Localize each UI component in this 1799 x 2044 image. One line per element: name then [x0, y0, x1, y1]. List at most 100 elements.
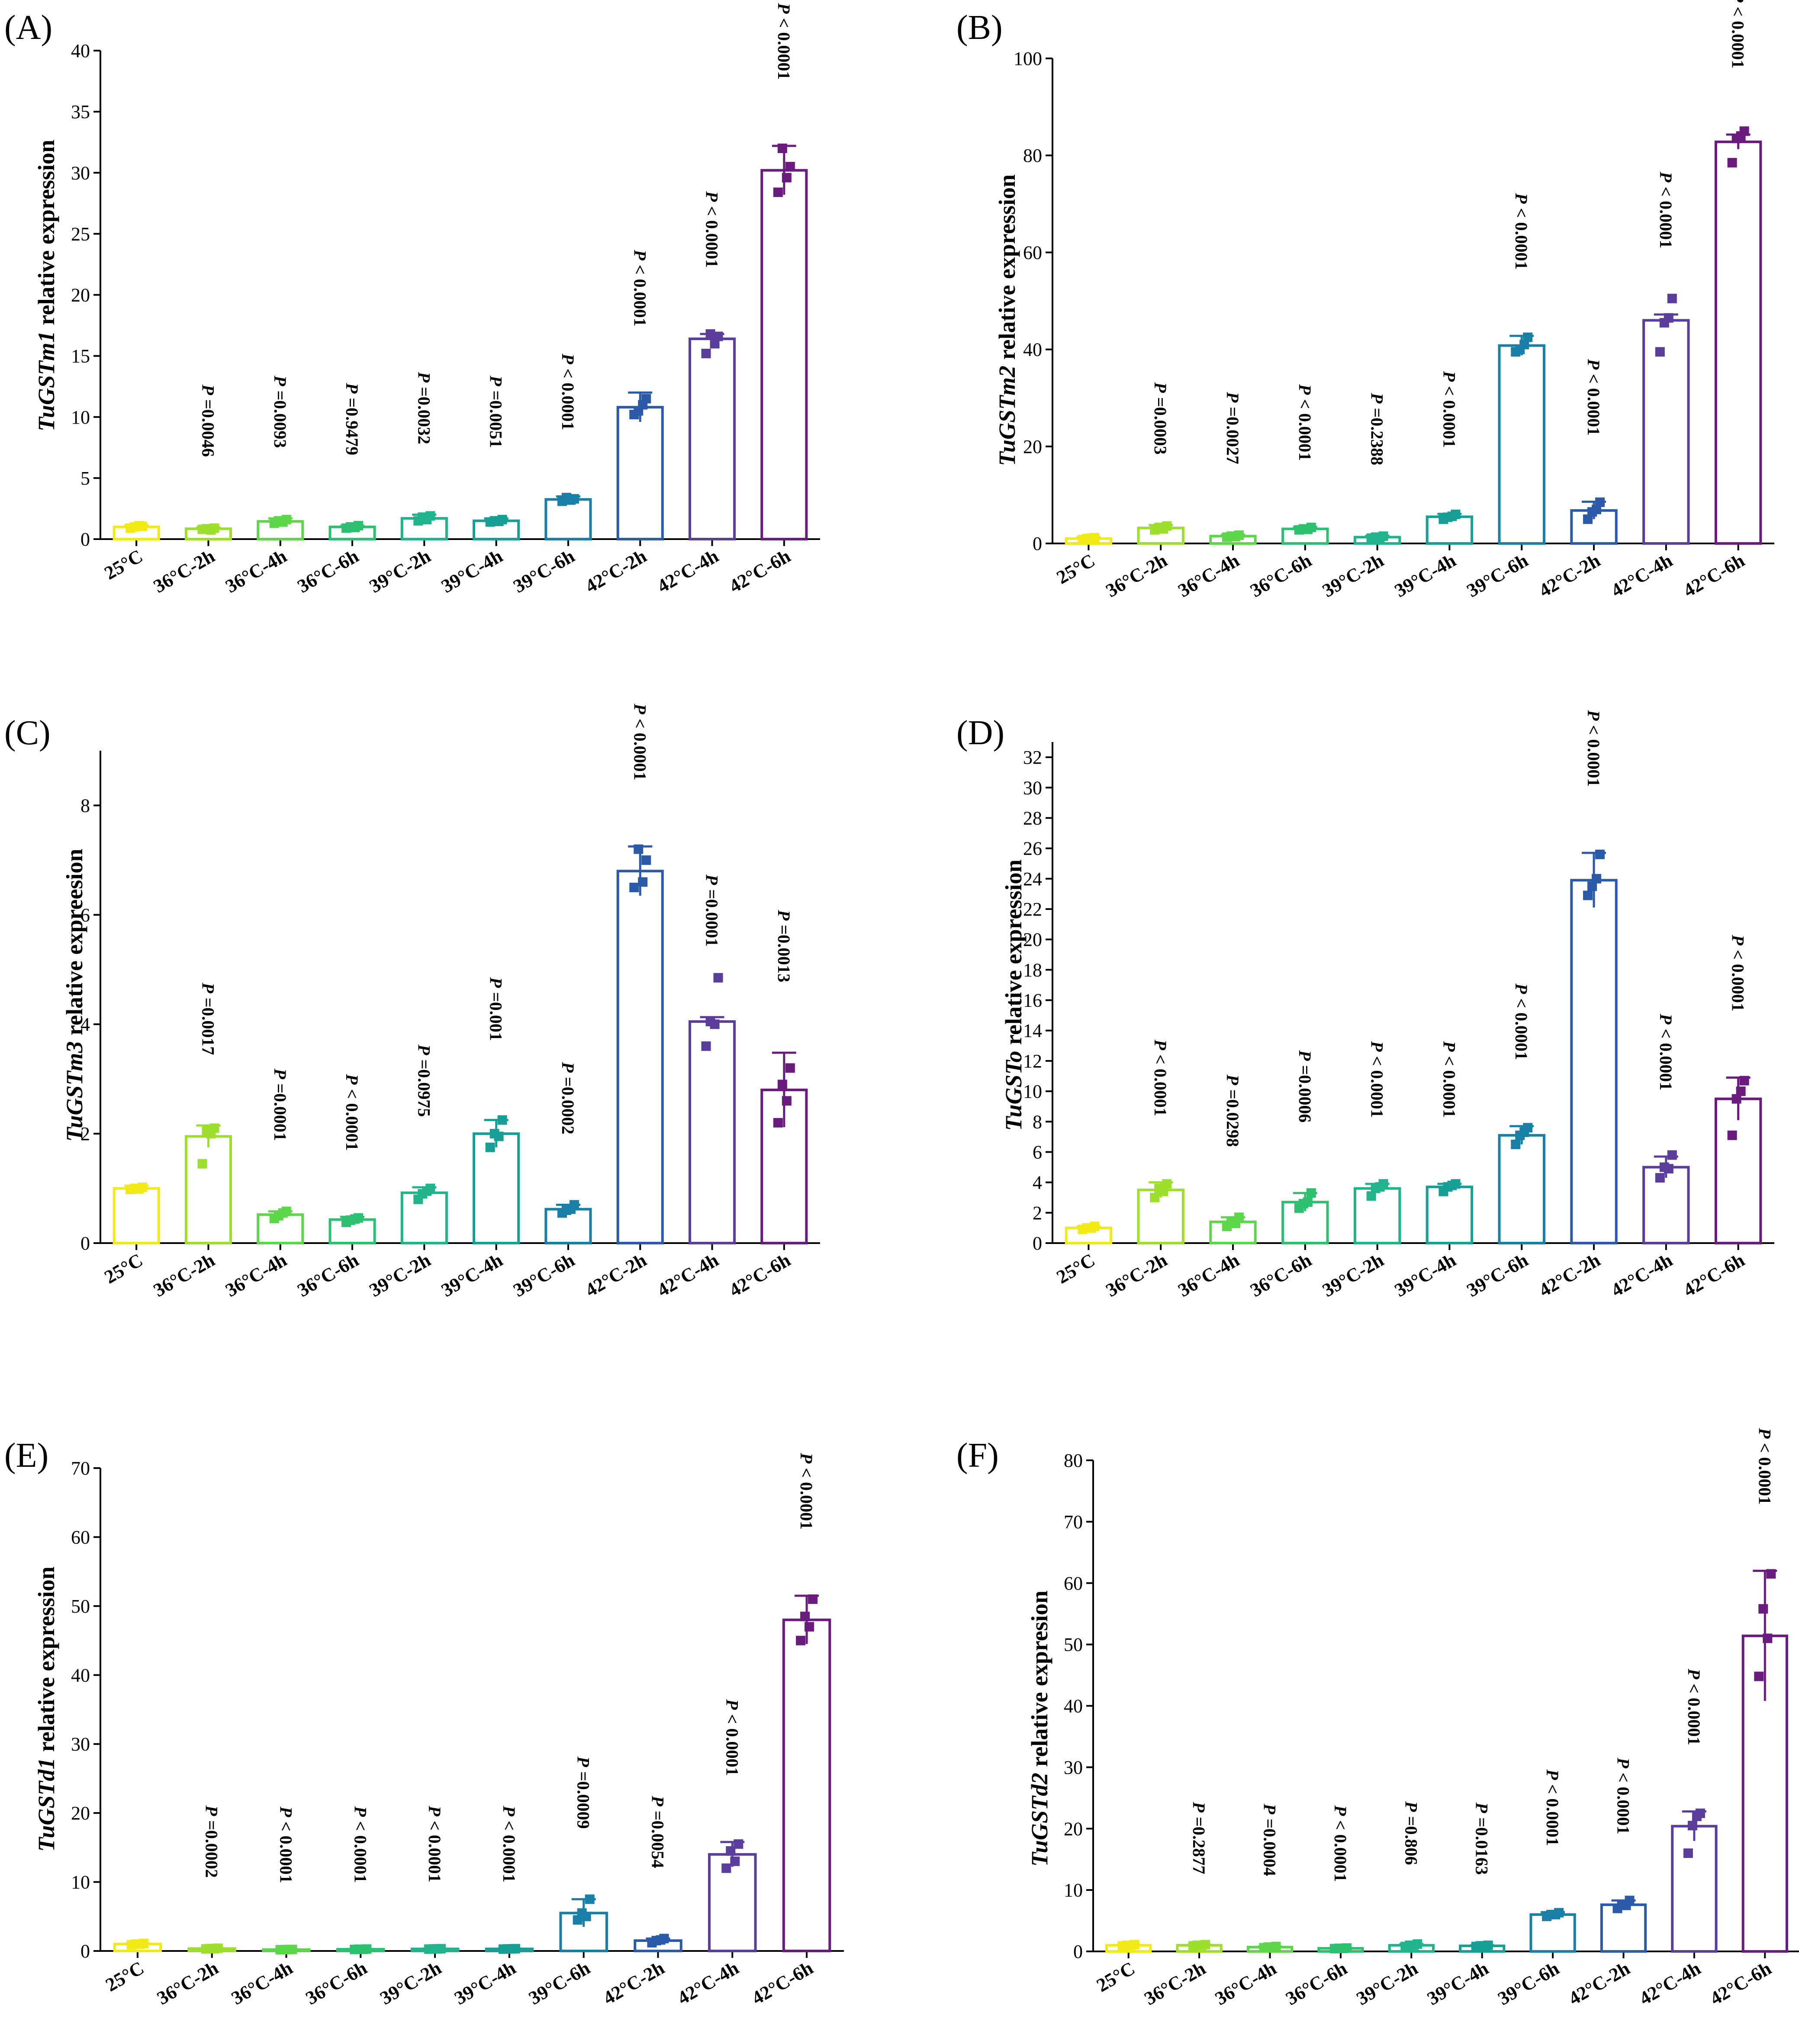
category-label: 42°C-6h: [1706, 1957, 1775, 2009]
y-tick-label: 10: [71, 407, 90, 428]
p-value-text: =0.0298: [1223, 1085, 1242, 1147]
category-label: 42°C-6h: [726, 1249, 794, 1301]
category-label: 36°C-4h: [222, 1249, 290, 1301]
category-label: 42°C-4h: [1636, 1957, 1704, 2009]
p-symbol: P: [351, 1806, 370, 1817]
p-symbol: P: [630, 703, 650, 714]
y-tick-label: 2: [80, 1123, 90, 1144]
p-value-text: =0.0004: [1260, 1814, 1280, 1876]
p-symbol: P: [486, 977, 506, 988]
data-point: [1126, 1940, 1136, 1950]
data-point: [278, 517, 288, 527]
data-point: [713, 331, 723, 341]
category-label: 39°C-4h: [438, 1249, 506, 1301]
data-point: [1366, 1191, 1376, 1201]
data-point: [1197, 1940, 1207, 1950]
p-value-text: < 0.0001: [797, 1463, 816, 1530]
y-tick-label: 20: [71, 285, 90, 306]
category-label: 36°C-2h: [150, 1249, 218, 1301]
bar: [1600, 1903, 1647, 1953]
p-value-label: P < 0.0001: [774, 3, 794, 80]
data-point: [785, 162, 795, 172]
panel-D: (D) TuGSTo relative expression 024681012…: [956, 710, 1774, 1301]
p-value-text: < 0.0001: [1656, 1024, 1676, 1090]
data-point: [206, 1129, 216, 1139]
bar: [1642, 319, 1690, 545]
category-label: 36°C-4h: [228, 1957, 296, 2009]
p-value-text: =0.0051: [486, 386, 506, 448]
y-tick-label: 0: [80, 1941, 90, 1962]
y-axis-title: TuGSTm1 relative expression: [33, 140, 59, 431]
bar: [1642, 1166, 1690, 1244]
p-value-text: =0.0001: [702, 885, 722, 947]
p-value-text: =0.0002: [558, 1073, 578, 1134]
bar: [760, 169, 808, 541]
data-point: [1150, 1192, 1160, 1202]
p-value-label: P =0.2388: [1368, 392, 1387, 465]
category-label: 39°C-6h: [1463, 1249, 1532, 1301]
y-tick-label: 0: [80, 529, 90, 550]
y-axis-suffix: relative expression: [994, 174, 1020, 366]
category-label: 36°C-6h: [294, 1249, 362, 1301]
data-point: [1587, 881, 1597, 891]
category-label: 39°C-2h: [366, 1249, 434, 1301]
data-point: [1583, 514, 1593, 524]
p-value-text: =0.0975: [414, 1055, 434, 1117]
p-symbol: P: [198, 384, 218, 395]
category-label: 36°C-4h: [222, 545, 290, 597]
data-point: [1736, 1086, 1746, 1096]
data-point: [638, 877, 648, 887]
p-value-text: =0.0002: [202, 1816, 222, 1878]
category-label: 39°C-4h: [1423, 1957, 1492, 2009]
p-value-label: P =0.0163: [1472, 1802, 1492, 1875]
p-symbol: P: [499, 1805, 519, 1816]
p-value-text: < 0.0001: [277, 1817, 296, 1883]
p-value-label: P < 0.0001: [1151, 1039, 1170, 1116]
bar: [400, 1191, 448, 1245]
p-value-label: P =0.0001: [702, 874, 722, 947]
category-label: 39°C-2h: [366, 545, 434, 597]
y-tick-label: 4: [1033, 1172, 1042, 1193]
p-value-label: P =0.0013: [774, 910, 794, 982]
data-point: [1162, 1179, 1172, 1189]
p-symbol: P: [1331, 1805, 1350, 1816]
data-point: [1766, 1569, 1776, 1579]
y-tick-label: 20: [1064, 1818, 1083, 1839]
data-point: [1655, 1173, 1665, 1183]
y-axis-title: TuGSTm2 relative expression: [994, 174, 1020, 466]
p-value-text: < 0.0001: [1614, 1768, 1633, 1835]
p-value-label: P < 0.0001: [1331, 1805, 1350, 1882]
data-point: [782, 1096, 792, 1106]
y-tick-label: 0: [1073, 1941, 1083, 1962]
y-tick-label: 50: [1064, 1634, 1083, 1655]
y-tick-label: 10: [1064, 1880, 1083, 1901]
data-point: [134, 521, 144, 530]
data-point: [1621, 1900, 1631, 1910]
p-symbol: P: [202, 1805, 222, 1816]
p-value-label: P =0.0006: [1295, 1050, 1315, 1122]
p-symbol: P: [630, 249, 650, 260]
y-tick-label: 70: [71, 1458, 90, 1479]
p-value-label: P =0.0054: [648, 1795, 668, 1868]
data-point: [350, 523, 360, 533]
y-axis-suffix: relative expression: [33, 140, 59, 331]
p-symbol: P: [1728, 935, 1748, 946]
p-value-text: < 0.0001: [1584, 370, 1603, 436]
p-value-label: P =0.0032: [414, 372, 434, 444]
p-value-text: < 0.0001: [1684, 1679, 1704, 1745]
p-symbol: P: [1439, 371, 1459, 382]
y-axis-title: TuGSTo relative expression: [1001, 859, 1027, 1131]
category-label: 39°C-6h: [510, 545, 578, 597]
bar: [113, 1187, 160, 1245]
data-point: [1758, 1604, 1768, 1614]
data-point: [278, 1208, 288, 1218]
panel-F: (F) TuGSTd2 relative expresion 0 10 20 30 40…: [956, 1427, 1799, 2009]
gene-name: TuGSTm2: [994, 366, 1020, 466]
p-symbol: P: [1584, 710, 1603, 721]
category-label: 42°C-4h: [1607, 1249, 1676, 1301]
p-symbol: P: [1223, 1074, 1242, 1085]
p-value-text: =0.0001: [270, 1079, 290, 1141]
bar: [184, 1135, 232, 1245]
category-label: 36°C-6h: [294, 545, 362, 597]
y-tick-label: 15: [71, 346, 90, 367]
